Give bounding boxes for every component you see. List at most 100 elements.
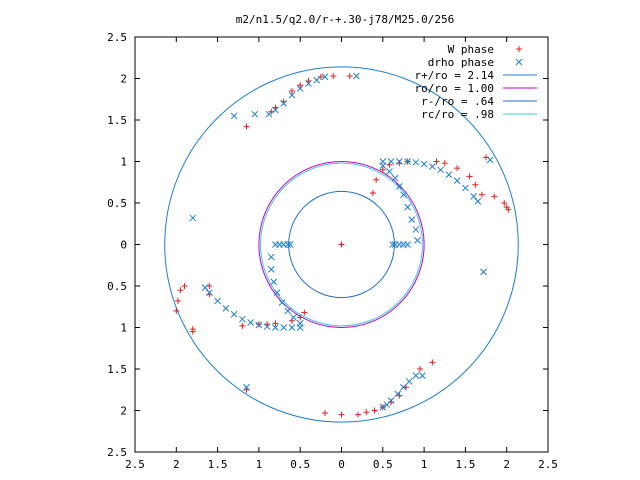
y-tick-label-0: 2.5	[107, 31, 127, 44]
y-tick-label-8: 1.5	[107, 363, 127, 376]
drho-phase-point-48	[288, 324, 296, 331]
w-phase-point-24	[363, 409, 370, 416]
drho-phase-point-51	[263, 323, 271, 331]
drho-phase-point-65	[313, 76, 321, 84]
w-phase-point-51	[317, 73, 324, 80]
x-tick-label-1: 2	[173, 458, 180, 471]
y-tick-label-6: 0.5	[107, 280, 127, 293]
x-tick-label-9: 2	[503, 458, 510, 471]
w-phase-point-26	[338, 411, 345, 418]
y-tick-label-5: 0	[120, 239, 127, 252]
w-phase-point-16	[369, 190, 376, 197]
y-tick-label-9: 2	[120, 405, 127, 418]
drho-phase-point-62	[288, 91, 296, 99]
drho-phase-point-19	[474, 197, 482, 205]
circle-3	[260, 162, 423, 327]
legend-marker-1	[515, 58, 523, 66]
drho-phase-point-54	[239, 315, 246, 323]
w-phase-point-38	[174, 297, 181, 304]
w-phase-point-4	[472, 181, 479, 188]
drho-phase-point-60	[272, 106, 279, 114]
w-phase-point-44	[243, 123, 250, 130]
drho-phase-point-34	[286, 241, 294, 248]
circles-layer	[164, 66, 519, 423]
drho-phase-point-9	[395, 158, 403, 165]
drho-phase-point-12	[420, 160, 428, 168]
drho-phase-point-16	[453, 177, 461, 184]
w-phase-point-18	[416, 366, 423, 372]
drho-phase-point-71	[400, 383, 407, 391]
w-phase-point-8	[501, 200, 508, 206]
drho-phase-point-11	[412, 158, 420, 166]
w-phase-point-17	[429, 359, 436, 366]
w-phase-point-41	[189, 326, 196, 333]
y-tick-label-1: 2	[120, 73, 127, 86]
w-phase-point-23	[371, 407, 378, 414]
w-phase-point-15	[373, 176, 380, 183]
x-tick-label-7: 1	[421, 458, 428, 471]
w-phase-point-54	[338, 241, 345, 248]
w-phase-point-36	[181, 283, 188, 289]
legend-marker-0	[516, 46, 522, 52]
y-tick-label-10: 2.5	[107, 446, 127, 459]
drho-phase-point-5	[265, 110, 273, 118]
y-tick-label-4: 0.5	[107, 197, 127, 210]
w-phase-point-14	[379, 166, 386, 173]
drho-phase-point-25	[404, 203, 411, 211]
drho-phase-point-44	[284, 307, 292, 315]
y-tick-label-7: 1	[120, 322, 127, 335]
drho-phase-point-15	[445, 171, 453, 179]
drho-phase-point-27	[412, 226, 420, 233]
drho-phase-point-52	[255, 321, 263, 329]
drho-phase-point-26	[408, 216, 416, 223]
circle-2	[288, 190, 395, 299]
legend-label-0: W phase	[448, 43, 494, 56]
x-tick-label-3: 1	[256, 458, 263, 471]
drho-phase-point-10	[404, 158, 411, 165]
w-phase-point-30	[255, 321, 262, 328]
drho-phase-point-17	[462, 184, 469, 192]
w-phase-point-25	[355, 411, 362, 418]
drho-phase-point-23	[395, 183, 403, 190]
drho-phase-point-55	[230, 310, 238, 318]
drho-phase-point-67	[379, 403, 387, 411]
drho-phase-point-47	[296, 324, 304, 331]
w-phase-point-32	[272, 320, 279, 327]
drho-phase-point-0	[486, 156, 494, 164]
axis-ticks: 2.5 2 1.5 1 0.5 0 0.5 1 1.5 2 2.52.521.510.500.511…	[107, 31, 558, 471]
x-tick-label-6: 0.5	[373, 458, 393, 471]
drho-phase-point-72	[405, 378, 413, 385]
drho-phase-point-50	[272, 324, 279, 331]
drho-phase-point-53	[247, 319, 254, 326]
legend-label-5: rc/ro = .98	[421, 108, 494, 121]
w-phase-point-34	[297, 314, 304, 321]
x-tick-label-2: 1.5	[208, 458, 228, 471]
w-phase-series	[173, 73, 512, 418]
y-tick-label-3: 1	[120, 156, 127, 169]
x-tick-label-0: 2.5	[125, 458, 145, 471]
drho-phase-point-4	[189, 214, 197, 222]
drho-phase-point-63	[296, 85, 304, 92]
w-phase-point-37	[177, 287, 184, 294]
drho-phase-point-22	[391, 174, 399, 182]
w-phase-point-1	[441, 160, 448, 167]
drho-phase-point-14	[437, 166, 444, 174]
drho-phase-point-33	[404, 241, 411, 248]
w-phase-point-49	[297, 82, 304, 89]
w-phase-point-3	[466, 173, 473, 180]
drho-phase-point-56	[222, 305, 230, 312]
drho-phase-point-70	[394, 390, 402, 398]
circle-1	[258, 161, 425, 328]
drho-phase-point-58	[205, 289, 213, 296]
circle-0	[164, 66, 519, 423]
drho-phase-point-28	[414, 236, 421, 244]
x-tick-label-5: 0	[338, 458, 345, 471]
drho-phase-point-38	[272, 241, 279, 248]
drho-phase-point-74	[251, 110, 259, 118]
drho-phase-point-29	[389, 241, 397, 248]
x-tick-label-8: 1.5	[455, 458, 475, 471]
drho-phase-point-42	[273, 289, 281, 296]
drho-phase-point-64	[305, 80, 312, 87]
